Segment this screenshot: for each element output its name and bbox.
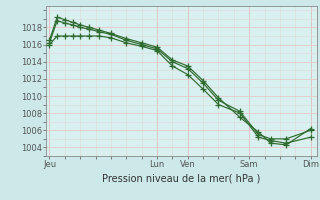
X-axis label: Pression niveau de la mer( hPa ): Pression niveau de la mer( hPa ) — [102, 173, 261, 183]
